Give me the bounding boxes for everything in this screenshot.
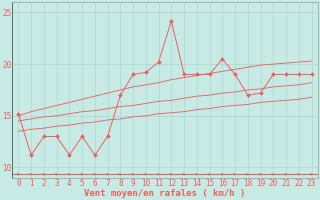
X-axis label: Vent moyen/en rafales ( km/h ): Vent moyen/en rafales ( km/h ) <box>84 189 245 198</box>
